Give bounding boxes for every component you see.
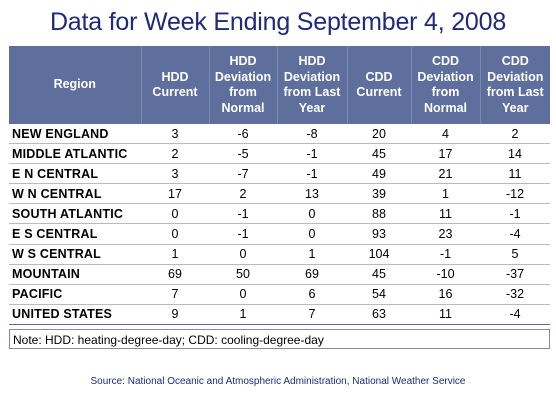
column-header: HDD Deviation from Normal [208, 46, 277, 124]
column-header: Region [9, 46, 141, 124]
value-cell: 21 [411, 163, 480, 185]
value-cell: 69 [141, 264, 209, 285]
source-citation: Source: National Oceanic and Atmospheric… [90, 376, 466, 387]
value-cell: 5 [480, 244, 550, 265]
value-cell: -6 [209, 124, 277, 145]
value-cell: 23 [411, 223, 480, 245]
value-cell: -1 [480, 203, 550, 225]
region-cell: MOUNTAIN [9, 264, 141, 285]
region-cell: SOUTH ATLANTIC [9, 203, 141, 225]
value-cell: 63 [347, 304, 411, 325]
value-cell: 9 [141, 304, 209, 325]
value-cell: 4 [411, 124, 480, 145]
value-cell: 0 [141, 223, 209, 245]
value-cell: -4 [480, 223, 550, 245]
value-cell: 39 [347, 183, 411, 205]
value-cell: 2 [480, 124, 550, 145]
value-cell: 7 [277, 304, 347, 325]
region-cell: NEW ENGLAND [9, 124, 141, 145]
value-cell: 88 [347, 203, 411, 225]
region-cell: E S CENTRAL [9, 223, 141, 245]
value-cell: -5 [209, 143, 277, 165]
value-cell: -1 [277, 163, 347, 185]
value-cell: 3 [141, 163, 209, 185]
table-row: MOUNTAIN 69 50 69 45 -10 -37 [9, 264, 550, 285]
value-cell: 1 [411, 183, 480, 205]
value-cell: 0 [277, 223, 347, 245]
footnote: Note: HDD: heating-degree-day; CDD: cool… [9, 329, 550, 349]
region-cell: W N CENTRAL [9, 183, 141, 205]
table-row: W N CENTRAL 17 2 13 39 1 -12 [9, 183, 550, 205]
value-cell: 45 [347, 264, 411, 285]
value-cell: -32 [480, 284, 550, 305]
value-cell: 17 [411, 143, 480, 165]
value-cell: -37 [480, 264, 550, 285]
value-cell: 49 [347, 163, 411, 185]
region-cell: PACIFIC [9, 284, 141, 305]
table-header-row: Region HDD Current HDD Deviation from Norm… [9, 46, 550, 124]
table-row: SOUTH ATLANTIC 0 -1 0 88 11 -1 [9, 203, 550, 225]
region-cell: E N CENTRAL [9, 163, 141, 185]
value-cell: -1 [209, 203, 277, 225]
value-cell: 3 [141, 124, 209, 145]
value-cell: 0 [209, 244, 277, 265]
table-row: E N CENTRAL 3 -7 -1 49 21 11 [9, 163, 550, 185]
value-cell: 1 [277, 244, 347, 265]
value-cell: -8 [277, 124, 347, 145]
table-row: MIDDLE ATLANTIC 2 -5 -1 45 17 14 [9, 143, 550, 165]
table-row: E S CENTRAL 0 -1 0 93 23 -4 [9, 223, 550, 245]
page-title: Data for Week Ending September 4, 2008 [49, 8, 507, 36]
value-cell: 13 [277, 183, 347, 205]
table-row: PACIFIC 7 0 6 54 16 -32 [9, 284, 550, 305]
value-cell: 45 [347, 143, 411, 165]
value-cell: 54 [347, 284, 411, 305]
value-cell: 1 [141, 244, 209, 265]
value-cell: 0 [209, 284, 277, 305]
column-header: CDD Deviation from Last Year [479, 46, 550, 124]
value-cell: -7 [209, 163, 277, 185]
value-cell: 11 [480, 163, 550, 185]
value-cell: -1 [277, 143, 347, 165]
table-body: NEW ENGLAND 3 -6 -8 20 4 2 MIDDLE ATLANTIC 2 -5 -1… [9, 124, 550, 325]
region-cell: MIDDLE ATLANTIC [9, 143, 141, 165]
column-header: CDD Current [346, 46, 411, 124]
value-cell: 50 [209, 264, 277, 285]
value-cell: 93 [347, 223, 411, 245]
value-cell: 0 [141, 203, 209, 225]
value-cell: 2 [141, 143, 209, 165]
table-row: W S CENTRAL 1 0 1 104 -1 5 [9, 244, 550, 265]
region-cell: UNITED STATES [9, 304, 141, 325]
value-cell: -10 [411, 264, 480, 285]
region-cell: W S CENTRAL [9, 244, 141, 265]
value-cell: 1 [209, 304, 277, 325]
value-cell: -12 [480, 183, 550, 205]
value-cell: 2 [209, 183, 277, 205]
value-cell: 11 [411, 304, 480, 325]
value-cell: 104 [347, 244, 411, 265]
value-cell: 6 [277, 284, 347, 305]
value-cell: -1 [411, 244, 480, 265]
value-cell: 20 [347, 124, 411, 145]
value-cell: 14 [480, 143, 550, 165]
table-row: NEW ENGLAND 3 -6 -8 20 4 2 [9, 124, 550, 145]
table-row: UNITED STATES 9 1 7 63 11 -4 [9, 304, 550, 325]
column-header: CDD Deviation from Normal [410, 46, 480, 124]
value-cell: -1 [209, 223, 277, 245]
column-header: HDD Current [140, 46, 209, 124]
value-cell: -4 [480, 304, 550, 325]
weather-data-table: Region HDD Current HDD Deviation from Norm… [9, 46, 550, 325]
value-cell: 69 [277, 264, 347, 285]
value-cell: 17 [141, 183, 209, 205]
value-cell: 11 [411, 203, 480, 225]
value-cell: 0 [277, 203, 347, 225]
value-cell: 7 [141, 284, 209, 305]
value-cell: 16 [411, 284, 480, 305]
column-header: HDD Deviation from Last Year [276, 46, 347, 124]
